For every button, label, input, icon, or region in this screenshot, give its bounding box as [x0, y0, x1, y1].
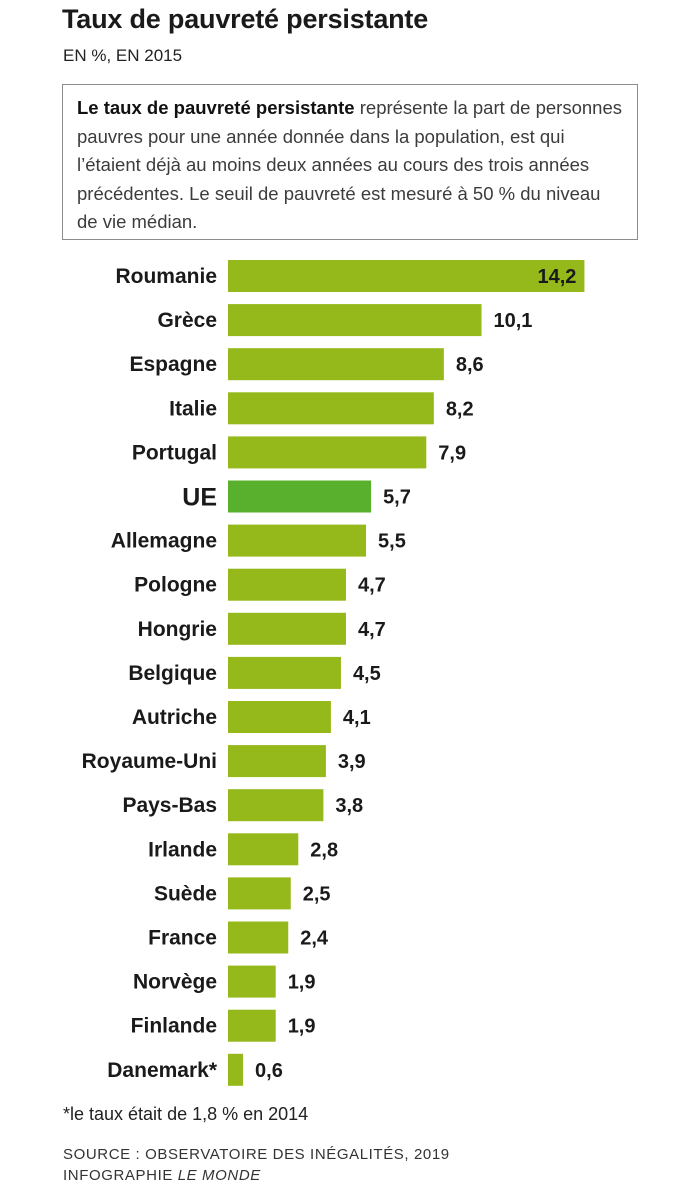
- le-monde-credit: LE MONDE: [177, 1167, 261, 1184]
- value-label: 8,2: [446, 398, 474, 420]
- category-label: Hongrie: [138, 618, 217, 641]
- bar-pays-bas: [228, 789, 324, 822]
- bar-belgique: [228, 656, 341, 689]
- category-label: Suède: [154, 882, 217, 905]
- category-label: Pays-Bas: [122, 794, 217, 817]
- category-label: France: [148, 927, 217, 950]
- value-label: 8,6: [456, 354, 484, 376]
- category-label: Allemagne: [111, 530, 217, 553]
- category-label: UE: [182, 484, 217, 512]
- value-label: 3,9: [338, 751, 366, 773]
- value-label: 1,9: [288, 1016, 316, 1038]
- category-label: Portugal: [132, 441, 217, 464]
- category-label: Royaume-Uni: [82, 750, 217, 773]
- value-label: 4,7: [358, 575, 386, 597]
- bar-pologne: [228, 568, 346, 601]
- bar-ue: [228, 480, 372, 513]
- bar-gr-ce: [228, 304, 482, 337]
- value-label: 2,8: [310, 839, 338, 861]
- definition-text: représente la part de personnes pauvres …: [77, 97, 623, 233]
- bar-roumanie: [228, 260, 585, 292]
- bar-portugal: [228, 436, 427, 469]
- chart-subtitle: EN %, EN 2015: [63, 46, 183, 65]
- category-label: Espagne: [129, 353, 217, 376]
- bar-espagne: [228, 348, 444, 381]
- category-label: Belgique: [128, 662, 217, 685]
- source-credit: SOURCE : OBSERVATOIRE DES INÉGALITÉS, 20…: [63, 1144, 450, 1186]
- category-label: Norvège: [133, 971, 217, 994]
- category-label: Finlande: [131, 1015, 217, 1038]
- bar-autriche: [228, 701, 331, 733]
- category-label: Autriche: [132, 706, 217, 729]
- bar-italie: [228, 392, 434, 425]
- bar-irlande: [228, 833, 299, 866]
- value-label: 2,4: [300, 928, 329, 950]
- bar-su-de: [228, 877, 291, 910]
- value-label: 2,5: [303, 883, 331, 905]
- value-label: 10,1: [494, 310, 533, 332]
- bar-danemark: [228, 1053, 244, 1086]
- value-label: 3,8: [335, 795, 363, 817]
- infographie-line: INFOGRAPHIE LE MONDE: [63, 1165, 450, 1186]
- infographie-prefix: INFOGRAPHIE: [63, 1167, 178, 1184]
- bar-norv-ge: [228, 965, 276, 998]
- definition-box: Le taux de pauvreté persistante représen…: [62, 84, 638, 240]
- value-label: 5,5: [378, 531, 406, 553]
- value-label: 4,5: [353, 663, 381, 685]
- chart-title: Taux de pauvreté persistante: [62, 4, 429, 34]
- value-label: 14,2: [537, 266, 576, 288]
- bar-allemagne: [228, 524, 367, 557]
- value-label: 4,7: [358, 619, 386, 641]
- value-label: 0,6: [255, 1060, 283, 1082]
- value-label: 5,7: [383, 487, 411, 509]
- category-label: Danemark*: [107, 1059, 218, 1082]
- value-label: 4,1: [343, 707, 371, 729]
- source-line: SOURCE : OBSERVATOIRE DES INÉGALITÉS, 20…: [63, 1146, 450, 1163]
- bar-royaume-uni: [228, 745, 326, 778]
- value-label: 1,9: [288, 972, 316, 994]
- category-label: Roumanie: [115, 265, 217, 288]
- category-label: Pologne: [134, 574, 217, 597]
- category-label: Italie: [169, 397, 217, 420]
- definition-term: Le taux de pauvreté persistante: [77, 97, 355, 118]
- footnote: *le taux était de 1,8 % en 2014: [63, 1104, 309, 1124]
- bar-hongrie: [228, 612, 346, 645]
- bar-finlande: [228, 1009, 276, 1042]
- category-label: Irlande: [148, 838, 217, 861]
- bar-france: [228, 921, 289, 954]
- category-label: Grèce: [157, 309, 217, 332]
- value-label: 7,9: [438, 442, 466, 464]
